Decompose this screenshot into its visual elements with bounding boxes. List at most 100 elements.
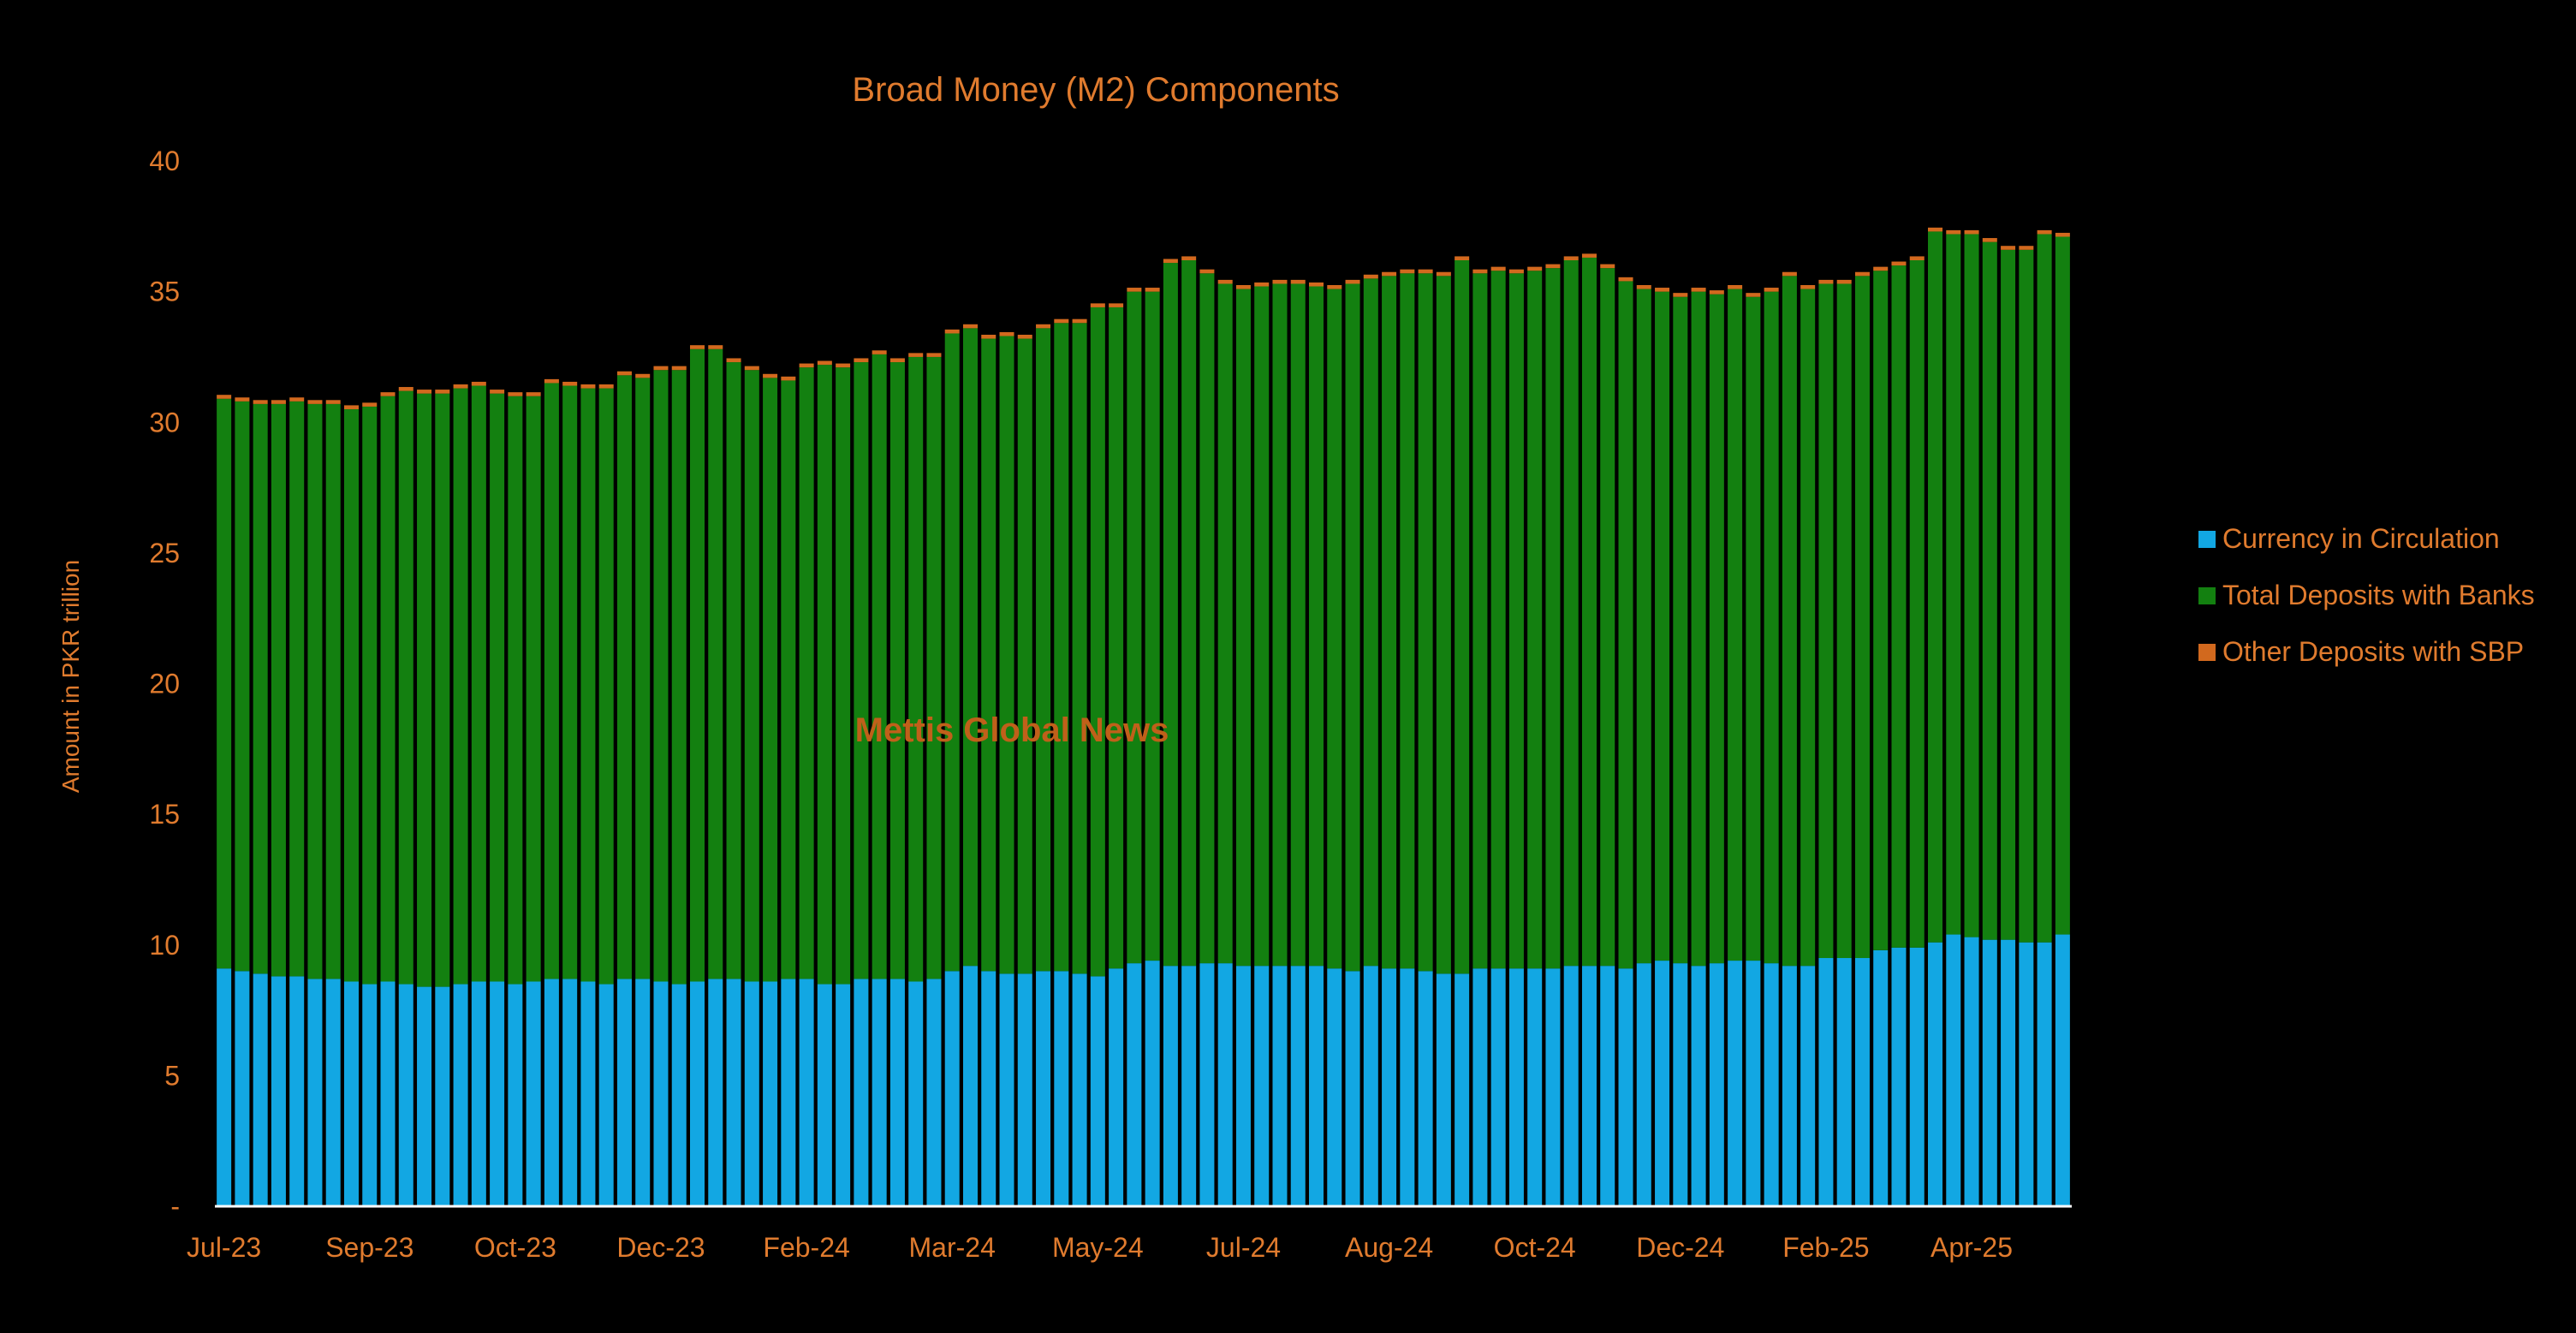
bar-segment-currency-in-circulation (417, 986, 432, 1206)
bar-segment-currency-in-circulation (1673, 963, 1688, 1206)
bar-segment-total-deposits-with-banks (872, 354, 887, 979)
bar-segment-other-deposits-with-sbp (616, 371, 632, 376)
bar-segment-total-deposits-with-banks (1728, 289, 1743, 961)
bar-segment-other-deposits-with-sbp (1655, 288, 1670, 292)
x-tick-label: Sep-23 (325, 1232, 413, 1263)
bar-segment-currency-in-circulation (362, 984, 378, 1206)
bar-segment-total-deposits-with-banks (1199, 273, 1215, 964)
bar-segment-total-deposits-with-banks (526, 396, 541, 982)
bar-segment-total-deposits-with-banks (1309, 286, 1324, 967)
bar-segment-total-deposits-with-banks (653, 370, 669, 982)
bar-segment-total-deposits-with-banks (1382, 276, 1397, 969)
bar-segment-total-deposits-with-banks (1235, 289, 1251, 967)
x-axis-ticks: Jul-23 Sep-23 Oct-23 Dec-23 Feb-24 Mar-24 May-… (187, 1232, 2013, 1263)
legend-swatch (2198, 531, 2216, 548)
bar-segment-currency-in-circulation (1109, 968, 1124, 1206)
bar-segment-other-deposits-with-sbp (1418, 269, 1433, 274)
bar-segment-currency-in-circulation (1618, 968, 1633, 1206)
bar-segment-currency-in-circulation (1017, 973, 1032, 1206)
bar-segment-other-deposits-with-sbp (926, 353, 942, 357)
bar-segment-currency-in-circulation (2001, 939, 2016, 1206)
bar-segment-total-deposits-with-banks (708, 348, 723, 979)
bar-segment-currency-in-circulation (1928, 942, 1943, 1206)
bar-segment-currency-in-circulation (653, 981, 669, 1206)
bar-segment-total-deposits-with-banks (2037, 234, 2052, 943)
bar-segment-other-deposits-with-sbp (1854, 271, 1870, 277)
bar-segment-currency-in-circulation (1455, 973, 1470, 1206)
bar-segment-currency-in-circulation (1181, 966, 1197, 1206)
bar-segment-total-deposits-with-banks (981, 338, 996, 972)
bar-segment-total-deposits-with-banks (544, 383, 559, 979)
bar-segment-other-deposits-with-sbp (1254, 282, 1270, 287)
bar-segment-total-deposits-with-banks (1600, 268, 1615, 967)
bar-segment-total-deposits-with-banks (763, 378, 778, 982)
bar-segment-currency-in-circulation (1290, 966, 1306, 1206)
bar-segment-other-deposits-with-sbp (1472, 269, 1488, 274)
bar-segment-currency-in-circulation (1800, 966, 1816, 1206)
y-tick-label: 10 (149, 930, 180, 961)
bar-segment-other-deposits-with-sbp (2019, 246, 2034, 250)
bar-segment-total-deposits-with-banks (1181, 259, 1197, 967)
bar-segment-total-deposits-with-banks (380, 396, 396, 982)
bar-segment-total-deposits-with-banks (962, 328, 978, 967)
bar-segment-total-deposits-with-banks (1072, 323, 1087, 974)
bar-segment-total-deposits-with-banks (1782, 276, 1797, 967)
bar-segment-total-deposits-with-banks (1109, 306, 1124, 969)
bar-segment-currency-in-circulation (889, 979, 905, 1206)
bar-segment-total-deposits-with-banks (1145, 291, 1160, 961)
bar-segment-currency-in-circulation (508, 984, 523, 1206)
x-tick-label: Dec-24 (1636, 1232, 1724, 1263)
bar-segment-other-deposits-with-sbp (1581, 253, 1597, 258)
bar-segment-total-deposits-with-banks (508, 396, 523, 985)
x-tick-label: Aug-24 (1345, 1232, 1433, 1263)
bar-segment-other-deposits-with-sbp (763, 373, 778, 378)
bar-segment-total-deposits-with-banks (1655, 291, 1670, 961)
bar-segment-total-deposits-with-banks (289, 401, 305, 977)
bar-segment-other-deposits-with-sbp (380, 392, 396, 396)
bar-segment-total-deposits-with-banks (744, 370, 759, 982)
y-tick-label: 15 (149, 799, 180, 830)
bar-segment-other-deposits-with-sbp (1145, 288, 1160, 292)
bar-segment-other-deposits-with-sbp (1127, 288, 1142, 292)
bar-segment-other-deposits-with-sbp (671, 366, 687, 371)
bar-segment-currency-in-circulation (690, 981, 705, 1206)
bar-segment-other-deposits-with-sbp (1891, 261, 1907, 266)
y-axis-ticks: - 5 10 15 20 25 30 35 40 (149, 146, 180, 1222)
bar-segment-other-deposits-with-sbp (908, 353, 924, 357)
bar-segment-total-deposits-with-banks (435, 393, 450, 987)
bar-segment-currency-in-circulation (1163, 966, 1178, 1206)
bar-segment-other-deposits-with-sbp (235, 397, 250, 402)
bar-segment-other-deposits-with-sbp (889, 358, 905, 363)
bar-segment-other-deposits-with-sbp (417, 390, 432, 394)
bar-segment-currency-in-circulation (471, 981, 486, 1206)
bar-segment-currency-in-circulation (744, 981, 759, 1206)
bar-segment-total-deposits-with-banks (908, 356, 924, 982)
bar-segment-currency-in-circulation (1272, 966, 1288, 1206)
bar-segment-currency-in-circulation (616, 979, 632, 1206)
bar-segment-other-deposits-with-sbp (1490, 266, 1506, 271)
bar-segment-other-deposits-with-sbp (726, 358, 741, 363)
bar-segment-other-deposits-with-sbp (471, 381, 486, 386)
bar-segment-total-deposits-with-banks (598, 388, 614, 985)
bar-segment-currency-in-circulation (562, 979, 578, 1206)
bar-segment-other-deposits-with-sbp (1527, 266, 1543, 271)
bar-segment-currency-in-circulation (490, 981, 505, 1206)
x-tick-label: Mar-24 (909, 1232, 996, 1263)
bar-segment-other-deposits-with-sbp (999, 331, 1014, 336)
bar-segment-currency-in-circulation (253, 973, 268, 1206)
bar-segment-total-deposits-with-banks (944, 333, 960, 972)
bar-segment-other-deposits-with-sbp (1563, 256, 1579, 260)
bar-segment-currency-in-circulation (544, 979, 559, 1206)
bar-segment-other-deposits-with-sbp (1163, 259, 1178, 264)
bar-segment-currency-in-circulation (908, 981, 924, 1206)
bar-segment-currency-in-circulation (271, 976, 286, 1206)
bar-segment-currency-in-circulation (1436, 973, 1451, 1206)
bar-segment-total-deposits-with-banks (1691, 291, 1706, 967)
bar-segment-currency-in-circulation (1764, 963, 1779, 1206)
bar-segment-other-deposits-with-sbp (1400, 269, 1415, 274)
bar-segment-total-deposits-with-banks (1054, 323, 1069, 972)
y-tick-label: - (170, 1191, 180, 1222)
bar-segment-currency-in-circulation (1072, 973, 1087, 1206)
bar-segment-currency-in-circulation (217, 968, 232, 1206)
bar-segment-currency-in-circulation (962, 966, 978, 1206)
